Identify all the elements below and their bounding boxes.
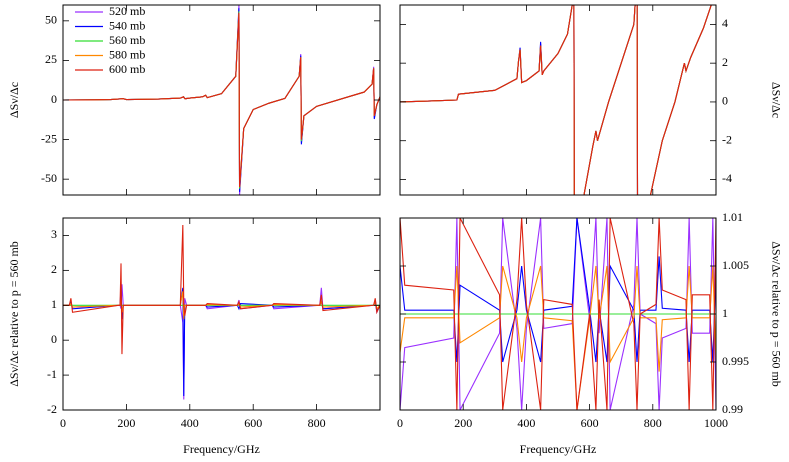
y-tick-label: -1: [47, 367, 57, 381]
series-line: [400, 218, 716, 410]
y-tick-label: 0: [722, 94, 728, 108]
y-tick-label: 1: [51, 297, 57, 311]
y-tick-label: -4: [722, 171, 732, 185]
y-axis-title: ΔSν/Δc relative to p = 560 mb: [7, 241, 21, 387]
y-tick-label: 0: [51, 332, 57, 346]
x-axis-title: Frequency/GHz: [183, 442, 260, 456]
x-tick-label: 800: [308, 416, 326, 430]
y-tick-label: 25: [45, 52, 57, 66]
x-tick-label: 200: [117, 416, 135, 430]
series-line: [63, 284, 380, 400]
y-tick-label: 1.01: [722, 210, 743, 224]
y-tick-label: 1.005: [722, 258, 749, 272]
series-line: [63, 12, 380, 188]
y-tick-label: 0.995: [722, 354, 749, 368]
y-axis-title: ΔSν/Δc: [769, 82, 783, 118]
x-tick-label: 0: [60, 416, 66, 430]
y-tick-label: 0: [51, 92, 57, 106]
legend-label: 580 mb: [109, 47, 145, 61]
x-tick-label: 400: [517, 416, 535, 430]
plot-area: [400, 5, 712, 195]
series-line: [400, 218, 716, 410]
y-tick-label: 1: [722, 306, 728, 320]
x-tick-label: 600: [244, 416, 262, 430]
y-tick-label: -2: [47, 402, 57, 416]
plot-area: [400, 218, 716, 410]
x-tick-label: 400: [181, 416, 199, 430]
series-line: [400, 265, 716, 410]
x-tick-label: 600: [581, 416, 599, 430]
x-tick-label: 1000: [704, 416, 728, 430]
plot-frame: [62, 217, 381, 411]
legend-label: 520 mb: [109, 4, 145, 18]
x-tick-label: 200: [454, 416, 472, 430]
y-tick-label: 0.99: [722, 402, 743, 416]
legend-label: 600 mb: [109, 62, 145, 76]
y-tick-label: -25: [41, 131, 57, 145]
x-axis-title: Frequency/GHz: [520, 442, 597, 456]
y-tick-label: 2: [51, 262, 57, 276]
plot-frame: [399, 4, 717, 196]
series-line: [63, 224, 380, 355]
plot-area: [63, 224, 380, 400]
y-tick-label: 3: [51, 227, 57, 241]
series-line: [400, 5, 712, 195]
y-tick-label: -50: [41, 171, 57, 185]
y-tick-label: -2: [722, 132, 732, 146]
series-line: [400, 218, 716, 363]
x-tick-label: 0: [397, 416, 403, 430]
y-axis-title: ΔSν/Δc: [7, 82, 21, 118]
x-tick-label: 800: [644, 416, 662, 430]
legend-label: 540 mb: [109, 18, 145, 32]
y-tick-label: 4: [722, 16, 728, 30]
plot-area: [63, 5, 380, 195]
y-tick-label: 50: [45, 13, 57, 27]
y-axis-title: ΔSν/Δc relative to p = 560 mb: [769, 241, 783, 387]
legend-label: 560 mb: [109, 33, 145, 47]
y-tick-label: 2: [722, 55, 728, 69]
